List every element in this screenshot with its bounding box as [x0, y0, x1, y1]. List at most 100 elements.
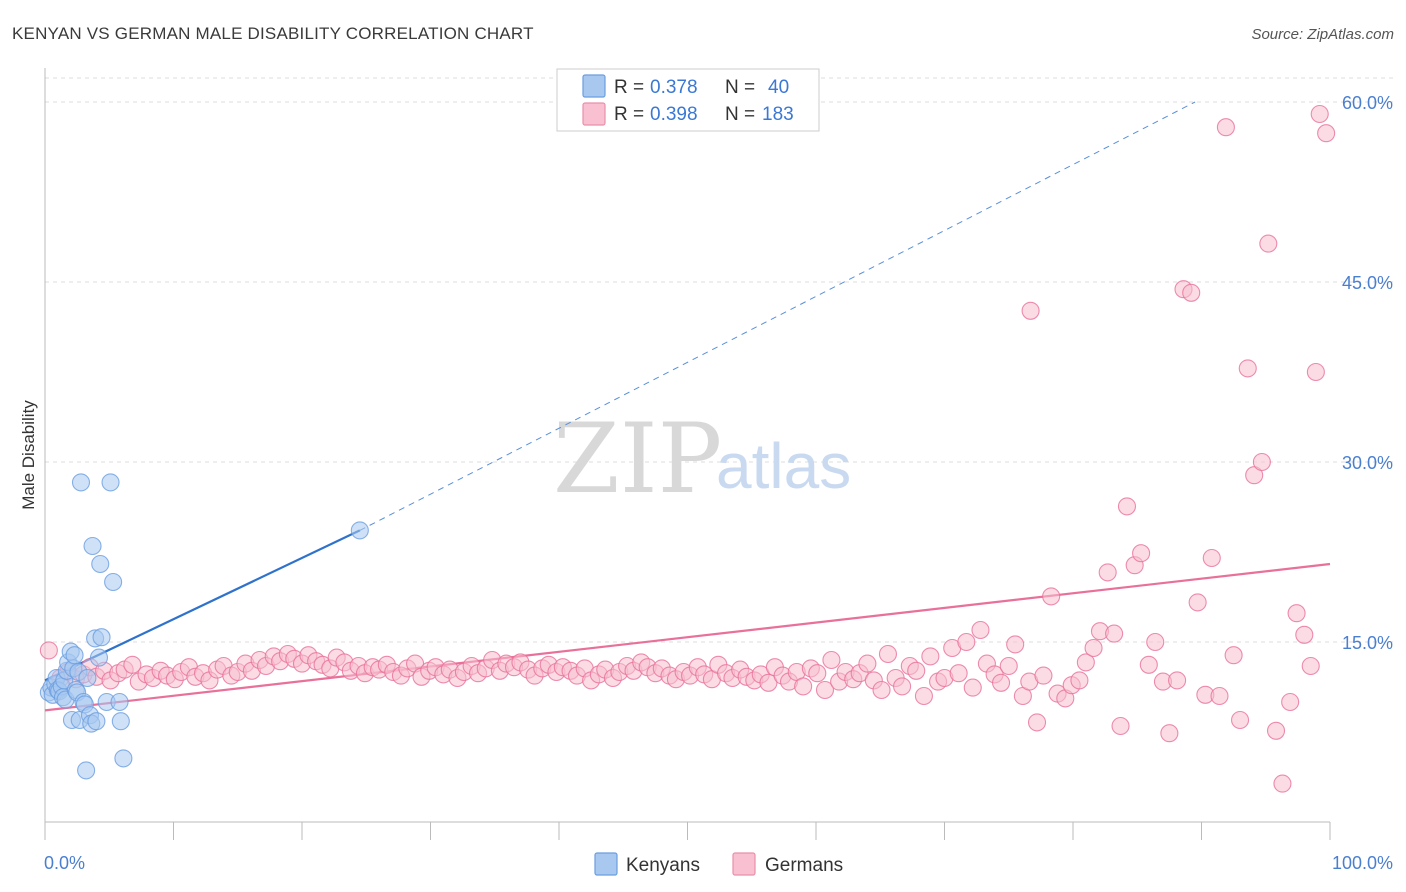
- point-germans: [1252, 452, 1271, 472]
- legend-r-value-kenyans: 0.378: [650, 77, 698, 98]
- point-germans: [1042, 587, 1061, 606]
- y-tick-label: 45.0%: [1342, 273, 1393, 293]
- point-germans: [1281, 692, 1300, 712]
- point-kenyans: [83, 536, 102, 556]
- watermark-zip: ZIP: [553, 403, 722, 515]
- point-germans: [1317, 124, 1336, 143]
- point-germans: [893, 677, 912, 696]
- point-germans: [949, 664, 968, 683]
- legend-n-value-germans: 183: [762, 104, 794, 125]
- point-germans: [1238, 359, 1257, 378]
- legend-swatch-kenyans: [582, 74, 606, 98]
- watermark: ZIP atlas: [553, 403, 851, 515]
- trend-line-germans: [44, 562, 1331, 712]
- point-germans: [1224, 646, 1243, 665]
- point-kenyans: [92, 628, 111, 647]
- point-germans: [1006, 635, 1025, 654]
- point-germans: [1070, 671, 1089, 690]
- point-germans: [1188, 593, 1207, 612]
- y-tick-label: 15.0%: [1342, 633, 1393, 653]
- point-germans: [759, 673, 778, 692]
- trend-line-kenyans-extension: [359, 101, 1196, 531]
- point-kenyans: [77, 761, 96, 780]
- point-germans: [39, 641, 58, 660]
- point-germans: [1216, 118, 1235, 137]
- point-germans: [808, 664, 827, 683]
- point-kenyans: [110, 692, 129, 712]
- point-germans: [991, 673, 1011, 692]
- point-germans: [963, 678, 982, 697]
- legend-r-value-germans: 0.398: [650, 104, 698, 125]
- watermark-atlas: atlas: [716, 430, 851, 502]
- point-kenyans: [101, 473, 120, 492]
- tick-labels: 15.0% 30.0% 45.0% 60.0% 0.0% 100.0%: [44, 93, 1393, 873]
- point-germans: [858, 654, 877, 673]
- bottom-legend-swatch-germans: [732, 852, 756, 876]
- point-germans: [1202, 548, 1221, 568]
- point-germans: [971, 620, 990, 640]
- y-tick-label: 30.0%: [1342, 453, 1393, 473]
- point-kenyans: [78, 668, 97, 688]
- legend-n-label-kenyans: N =: [725, 77, 755, 98]
- point-germans: [1168, 671, 1187, 690]
- point-germans: [1146, 632, 1165, 652]
- source-label: Source: ZipAtlas.com: [1251, 26, 1394, 43]
- point-germans: [1301, 656, 1320, 676]
- point-germans: [1027, 713, 1047, 732]
- bottom-legend-label-kenyans: Kenyans: [626, 855, 700, 876]
- point-germans: [815, 680, 835, 700]
- point-kenyans: [71, 473, 91, 492]
- bottom-legend-swatch-kenyans: [594, 852, 618, 876]
- point-germans: [822, 650, 841, 670]
- point-germans: [872, 680, 891, 700]
- y-axis-label: Male Disability: [19, 400, 38, 510]
- point-germans: [1266, 721, 1286, 740]
- point-germans: [1295, 625, 1314, 644]
- legend-r-label-germans: R =: [614, 104, 644, 125]
- y-tick-label: 60.0%: [1342, 93, 1393, 113]
- point-germans: [1182, 283, 1201, 302]
- point-germans: [1259, 234, 1278, 253]
- series-kenyans: [39, 473, 369, 780]
- point-kenyans: [104, 572, 123, 592]
- point-germans: [1105, 624, 1124, 643]
- point-germans: [1084, 638, 1103, 658]
- chart-title: KENYAN VS GERMAN MALE DISABILITY CORRELA…: [12, 24, 534, 43]
- point-germans: [1076, 653, 1095, 672]
- point-germans: [957, 632, 976, 652]
- legend-r-label-kenyans: R =: [614, 77, 644, 98]
- point-germans: [123, 655, 142, 674]
- bottom-legend-label-germans: Germans: [765, 855, 843, 876]
- point-germans: [1306, 362, 1325, 382]
- point-germans: [1098, 563, 1117, 582]
- point-germans: [1273, 774, 1292, 793]
- x-tick-label: 0.0%: [44, 853, 85, 873]
- point-kenyans: [350, 521, 369, 540]
- point-germans: [1117, 497, 1137, 516]
- point-germans: [1231, 710, 1250, 730]
- point-kenyans: [89, 648, 109, 667]
- point-germans: [1111, 716, 1130, 736]
- legend: R = 0.378 N = 40 R = 0.398 N = 183: [556, 68, 820, 132]
- point-germans: [1310, 104, 1329, 124]
- x-tick-label: 100.0%: [1332, 853, 1393, 873]
- grid: [45, 77, 1394, 643]
- legend-swatch-germans: [582, 102, 606, 126]
- point-germans: [1132, 544, 1151, 563]
- point-kenyans: [114, 749, 133, 768]
- point-germans: [1160, 724, 1179, 743]
- point-kenyans: [87, 712, 106, 731]
- point-germans: [1287, 604, 1306, 623]
- point-germans: [914, 686, 933, 706]
- legend-n-label-germans: N =: [725, 104, 755, 125]
- point-germans: [1021, 301, 1040, 320]
- point-germans: [907, 661, 926, 680]
- bottom-legend: Kenyans Germans: [594, 852, 843, 876]
- point-germans: [878, 644, 898, 664]
- point-germans: [921, 647, 940, 666]
- legend-n-value-kenyans: 40: [768, 77, 789, 98]
- point-germans: [1210, 686, 1229, 706]
- point-germans: [794, 677, 813, 696]
- point-kenyans: [91, 554, 110, 574]
